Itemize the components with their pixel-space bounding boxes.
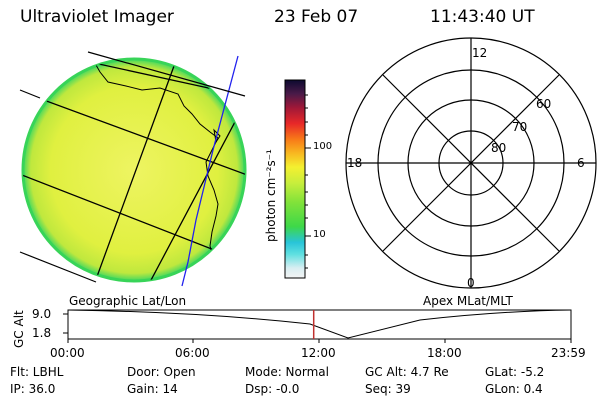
mode-info: Mode: Normal xyxy=(245,365,329,379)
alt-xtick-2: 12:00 xyxy=(301,346,336,360)
gc-alt-info: GC Alt: 4.7 Re xyxy=(365,365,449,379)
alt-xtick-0: 00:00 xyxy=(50,346,85,360)
alt-xtick-3: 18:00 xyxy=(427,346,462,360)
filter-info: Flt: LBHL xyxy=(10,365,64,379)
alt-xtick-1: 06:00 xyxy=(175,346,210,360)
dsp-info: Dsp: -0.0 xyxy=(245,382,300,396)
colorbar-tick-10: 10 xyxy=(313,229,326,240)
alt-ylabel: GC Alt xyxy=(12,310,26,348)
alt-ytick-high: 9.0 xyxy=(32,307,52,321)
polar-plot xyxy=(345,37,597,289)
uv-earth-image xyxy=(19,51,247,287)
mlt-label-12: 12 xyxy=(472,46,488,60)
altitude-plot xyxy=(63,309,572,343)
mlat-label-60: 60 xyxy=(536,97,552,111)
mlt-label-6: 6 xyxy=(577,156,585,170)
alt-ytick-low: 1.8 xyxy=(32,326,52,340)
seq-info: Seq: 39 xyxy=(365,382,411,396)
mlat-label-80: 80 xyxy=(491,141,507,155)
glat-info: GLat: -5.2 xyxy=(485,365,545,379)
gain-info: Gain: 14 xyxy=(127,382,178,396)
mlt-label-18: 18 xyxy=(347,156,363,170)
apex-caption: Apex MLat/MLT xyxy=(423,294,513,308)
door-info: Door: Open xyxy=(127,365,196,379)
mlat-label-70: 70 xyxy=(512,120,528,134)
colorbar-tick-100: 100 xyxy=(313,141,333,152)
date-label: 23 Feb 07 xyxy=(274,7,359,27)
mlt-label-0: 0 xyxy=(467,276,475,290)
colorbar xyxy=(284,79,311,279)
ip-info: IP: 36.0 xyxy=(10,382,56,396)
colorbar-unit-label: photon cm⁻²s⁻¹ xyxy=(264,149,278,242)
alt-xtick-4: 23:59 xyxy=(551,346,586,360)
time-label: 11:43:40 UT xyxy=(430,7,535,27)
instrument-title: Ultraviolet Imager xyxy=(20,7,174,27)
geo-caption: Geographic Lat/Lon xyxy=(69,294,187,308)
glon-info: GLon: 0.4 xyxy=(485,382,543,396)
